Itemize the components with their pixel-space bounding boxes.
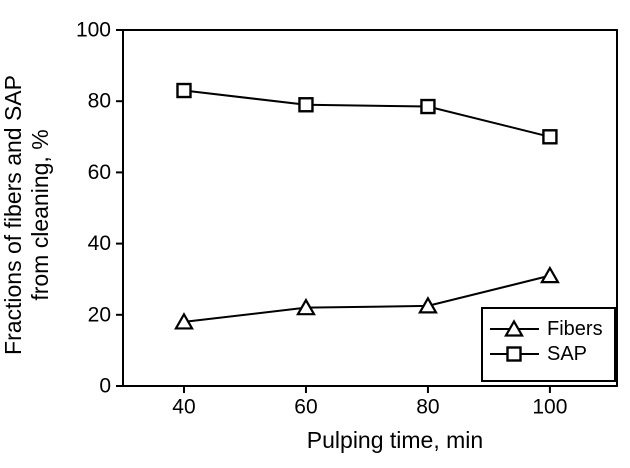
fibers-marker <box>539 265 560 284</box>
fibers-marker <box>417 296 438 314</box>
y-tick-label: 20 <box>88 303 111 326</box>
legend-item-fibers: Fibers <box>490 318 603 340</box>
legend-item-sap: SAP <box>490 343 587 365</box>
y-tick-label: 60 <box>88 161 111 184</box>
y-axis-title: Fractions of fibers and SAP <box>0 75 26 355</box>
x-tick-label: 100 <box>532 395 567 418</box>
legend-triangle-marker <box>504 319 524 337</box>
legend-label: Fibers <box>547 318 603 340</box>
sap-marker <box>420 98 436 115</box>
series-line-fibers <box>183 274 551 323</box>
y-tick-label: 40 <box>88 232 111 255</box>
x-tick-label: 40 <box>172 395 195 418</box>
x-tick-label: 80 <box>416 395 439 418</box>
sap-marker <box>298 97 314 113</box>
y-axis-title: from cleaning, % <box>27 129 53 300</box>
sap-marker <box>542 129 558 145</box>
fibers-marker <box>296 297 316 316</box>
legend-square-marker <box>506 346 522 362</box>
legend-label: SAP <box>547 343 587 365</box>
fibers-marker <box>174 312 194 330</box>
x-axis-title: Pulping time, min <box>307 427 483 453</box>
sap-marker <box>176 82 192 99</box>
y-tick-label: 0 <box>99 375 111 398</box>
y-tick-label: 80 <box>88 90 111 113</box>
series-line-sap <box>183 89 551 138</box>
legend-box <box>481 307 616 382</box>
x-tick-label: 60 <box>294 395 317 418</box>
y-tick-label: 100 <box>76 19 111 42</box>
plot-frame <box>122 29 618 387</box>
